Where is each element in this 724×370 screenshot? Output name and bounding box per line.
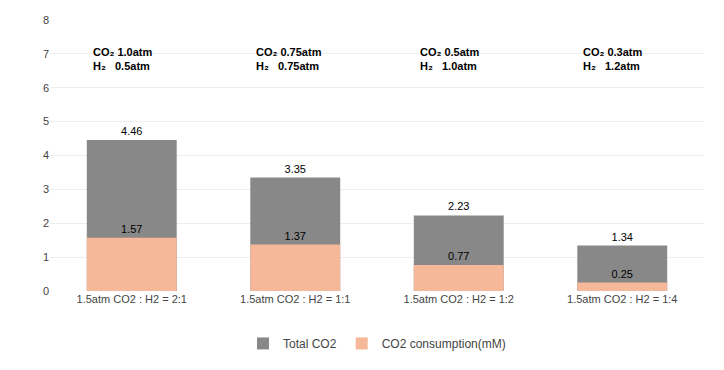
svg-text:5: 5 <box>43 115 49 127</box>
svg-text:1.5atm CO2 : H2 = 1:2: 1.5atm CO2 : H2 = 1:2 <box>404 293 514 305</box>
svg-text:1.57: 1.57 <box>121 223 142 235</box>
svg-text:4: 4 <box>43 149 49 161</box>
svg-text:CO₂ 0.75atmH₂ 0.75atm: CO₂ 0.75atmH₂ 0.75atm <box>256 46 322 72</box>
svg-text:CO2 consumption(mM): CO2 consumption(mM) <box>382 337 506 351</box>
svg-text:1.37: 1.37 <box>285 230 306 242</box>
svg-text:0.77: 0.77 <box>448 250 469 262</box>
svg-text:1.5atm CO2 : H2 = 2:1: 1.5atm CO2 : H2 = 2:1 <box>77 293 187 305</box>
svg-text:4.46: 4.46 <box>121 125 142 137</box>
svg-text:CO₂ 0.3atmH₂ 1.2atm: CO₂ 0.3atmH₂ 1.2atm <box>583 46 643 72</box>
svg-text:1.5atm CO2 : H2 = 1:4: 1.5atm CO2 : H2 = 1:4 <box>567 293 677 305</box>
svg-text:8: 8 <box>43 14 49 26</box>
svg-text:6: 6 <box>43 82 49 94</box>
svg-text:CO₂ 1.0atmH₂ 0.5atm: CO₂ 1.0atmH₂ 0.5atm <box>93 46 153 72</box>
svg-text:0.25: 0.25 <box>612 268 633 280</box>
svg-text:1: 1 <box>43 251 49 263</box>
svg-text:3.35: 3.35 <box>285 163 306 175</box>
svg-text:7: 7 <box>43 48 49 60</box>
svg-text:1.5atm CO2 : H2 = 1:1: 1.5atm CO2 : H2 = 1:1 <box>240 293 350 305</box>
svg-text:CO₂ 0.5atmH₂ 1.0atm: CO₂ 0.5atmH₂ 1.0atm <box>420 46 480 72</box>
svg-text:2: 2 <box>43 217 49 229</box>
svg-text:2.23: 2.23 <box>448 200 469 212</box>
svg-text:3: 3 <box>43 183 49 195</box>
svg-text:0: 0 <box>43 285 49 297</box>
svg-text:Total CO2: Total CO2 <box>283 337 337 351</box>
svg-text:1.34: 1.34 <box>612 231 633 243</box>
